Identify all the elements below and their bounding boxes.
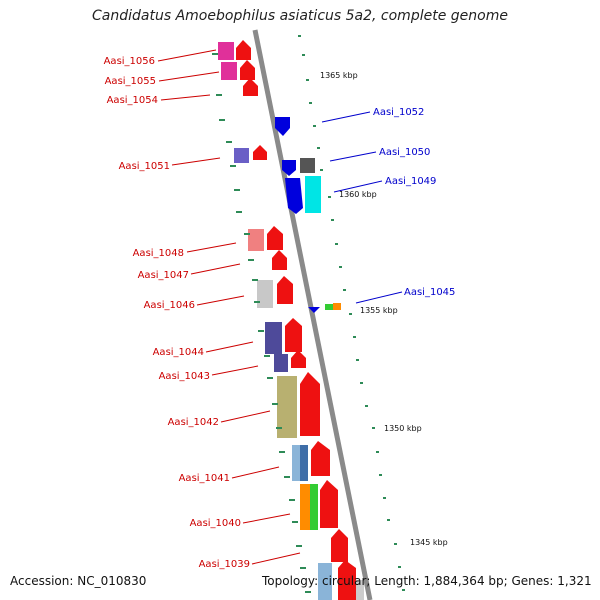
gene-label-aasi-1048[interactable]: Aasi_1048 bbox=[133, 248, 184, 259]
position-ticks bbox=[212, 35, 405, 593]
gene-label-aasi-1056[interactable]: Aasi_1056 bbox=[104, 56, 155, 67]
gene-label-aasi-1050[interactable]: Aasi_1050 bbox=[379, 147, 430, 158]
kbp-marker-1365: 1365 kbp bbox=[320, 71, 358, 80]
gene-block[interactable] bbox=[310, 484, 318, 530]
gene-label-aasi-1041[interactable]: Aasi_1041 bbox=[179, 473, 230, 484]
gene-label-aasi-1045[interactable]: Aasi_1045 bbox=[404, 287, 455, 298]
gene-blocks bbox=[218, 40, 364, 600]
gene-arrow[interactable] bbox=[285, 318, 302, 352]
gene-arrow[interactable] bbox=[240, 60, 255, 80]
gene-block[interactable] bbox=[325, 304, 333, 310]
gene-arrow[interactable] bbox=[291, 350, 306, 368]
gene-arrow[interactable] bbox=[243, 78, 258, 96]
label-pointer-line bbox=[355, 291, 403, 304]
label-pointer-line bbox=[242, 513, 291, 524]
kbp-marker-1360: 1360 kbp bbox=[339, 190, 377, 199]
label-pointer-line bbox=[321, 111, 371, 123]
label-pointer-line bbox=[211, 365, 259, 376]
gene-arrow[interactable] bbox=[272, 250, 287, 270]
gene-label-aasi-1039[interactable]: Aasi_1039 bbox=[199, 559, 250, 570]
gene-label-aasi-1042[interactable]: Aasi_1042 bbox=[168, 417, 219, 428]
label-pointer-line bbox=[158, 71, 220, 82]
label-pointer-line bbox=[333, 180, 383, 193]
genome-backbone bbox=[252, 29, 373, 600]
gene-block[interactable] bbox=[248, 229, 264, 251]
gene-block[interactable] bbox=[300, 445, 308, 481]
gene-arrow[interactable] bbox=[338, 560, 356, 600]
kbp-marker-1355: 1355 kbp bbox=[360, 306, 398, 315]
gene-block[interactable] bbox=[300, 158, 315, 173]
kbp-marker-1345: 1345 kbp bbox=[410, 538, 448, 547]
gene-label-aasi-1051[interactable]: Aasi_1051 bbox=[119, 161, 170, 172]
gene-arrow[interactable] bbox=[236, 40, 251, 60]
right-gene-labels: Aasi_1052 Aasi_1050 Aasi_1049 Aasi_1045 bbox=[373, 107, 455, 298]
gene-label-aasi-1046[interactable]: Aasi_1046 bbox=[144, 300, 195, 311]
gene-label-aasi-1047[interactable]: Aasi_1047 bbox=[138, 270, 189, 281]
gene-label-aasi-1054[interactable]: Aasi_1054 bbox=[107, 95, 158, 106]
gene-block[interactable] bbox=[265, 322, 282, 354]
gene-label-aasi-1043[interactable]: Aasi_1043 bbox=[159, 371, 210, 382]
label-pointer-line bbox=[205, 341, 254, 353]
gene-label-aasi-1049[interactable]: Aasi_1049 bbox=[385, 176, 436, 187]
label-pointer-line bbox=[171, 157, 221, 166]
gene-block[interactable] bbox=[257, 280, 273, 308]
gene-block[interactable] bbox=[300, 484, 310, 530]
gene-arrow[interactable] bbox=[331, 529, 348, 562]
gene-arrow[interactable] bbox=[285, 178, 303, 214]
label-pointer-line bbox=[190, 263, 241, 275]
kbp-marker-1350: 1350 kbp bbox=[384, 424, 422, 433]
gene-arrow[interactable] bbox=[308, 307, 320, 313]
gene-label-aasi-1044[interactable]: Aasi_1044 bbox=[153, 347, 204, 358]
map-title: Candidatus Amoebophilus asiaticus 5a2, c… bbox=[92, 8, 508, 24]
reverse-gene-blocks bbox=[275, 117, 341, 313]
gene-arrow[interactable] bbox=[300, 372, 320, 436]
kbp-markers: 1365 kbp 1360 kbp 1355 kbp 1350 kbp 1345… bbox=[320, 71, 448, 547]
gene-arrow[interactable] bbox=[267, 226, 283, 250]
label-pointer-line bbox=[220, 410, 271, 423]
gene-block[interactable] bbox=[277, 376, 297, 438]
label-pointer-line bbox=[251, 552, 301, 565]
accession-text: Accession: NC_010830 bbox=[10, 574, 147, 588]
label-pointer-line bbox=[231, 466, 280, 479]
gene-block[interactable] bbox=[218, 42, 234, 60]
gene-arrow[interactable] bbox=[275, 117, 290, 136]
label-pointer-line bbox=[160, 94, 211, 101]
label-pointer-line bbox=[157, 49, 217, 62]
gene-block[interactable] bbox=[221, 62, 237, 80]
label-pointer-lines bbox=[157, 49, 403, 565]
gene-arrow[interactable] bbox=[320, 480, 338, 528]
topology-text: Topology: circular; Length: 1,884,364 bp… bbox=[262, 574, 592, 588]
left-gene-labels: Aasi_1056 Aasi_1055 Aasi_1054 Aasi_1051 … bbox=[104, 56, 250, 570]
label-pointer-line bbox=[186, 242, 237, 253]
gene-label-aasi-1055[interactable]: Aasi_1055 bbox=[105, 76, 156, 87]
gene-block[interactable] bbox=[356, 580, 364, 600]
gene-arrow[interactable] bbox=[277, 276, 293, 304]
label-pointer-line bbox=[329, 151, 377, 162]
gene-arrow[interactable] bbox=[282, 160, 296, 176]
gene-block[interactable] bbox=[305, 176, 321, 213]
gene-block[interactable] bbox=[274, 354, 288, 372]
gene-arrow[interactable] bbox=[311, 441, 330, 476]
gene-block[interactable] bbox=[318, 563, 332, 600]
gene-label-aasi-1052[interactable]: Aasi_1052 bbox=[373, 107, 424, 118]
gene-block[interactable] bbox=[333, 303, 341, 310]
label-pointer-line bbox=[196, 295, 245, 306]
gene-block[interactable] bbox=[234, 148, 249, 163]
gene-label-aasi-1040[interactable]: Aasi_1040 bbox=[190, 518, 241, 529]
gene-arrow[interactable] bbox=[253, 145, 267, 160]
